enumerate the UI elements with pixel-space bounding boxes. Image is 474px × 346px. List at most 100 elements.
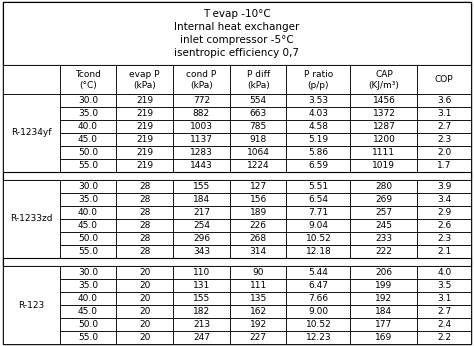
Text: 20: 20 xyxy=(139,333,150,342)
Text: evap P: evap P xyxy=(129,70,160,79)
Text: 2.0: 2.0 xyxy=(437,148,451,157)
Bar xyxy=(418,146,471,158)
Bar xyxy=(3,172,471,180)
Bar xyxy=(117,94,173,107)
Text: 169: 169 xyxy=(375,333,392,342)
Bar xyxy=(173,219,230,232)
Bar xyxy=(117,245,173,258)
Text: 2.1: 2.1 xyxy=(437,247,451,256)
Bar xyxy=(3,94,60,172)
Text: R-1233zd: R-1233zd xyxy=(10,215,53,224)
Bar xyxy=(230,331,286,344)
Text: 50.0: 50.0 xyxy=(78,148,98,157)
Text: 45.0: 45.0 xyxy=(78,221,98,230)
Text: 1.7: 1.7 xyxy=(437,161,451,170)
Text: 227: 227 xyxy=(250,333,267,342)
Text: 199: 199 xyxy=(375,281,392,290)
Bar xyxy=(173,245,230,258)
Text: 10.52: 10.52 xyxy=(306,320,331,329)
Bar xyxy=(173,331,230,344)
Bar xyxy=(230,318,286,331)
Bar xyxy=(230,305,286,318)
Bar xyxy=(286,133,350,146)
Bar xyxy=(350,158,418,172)
Text: 785: 785 xyxy=(249,122,267,131)
Bar xyxy=(350,331,418,344)
Text: (kPa): (kPa) xyxy=(247,81,270,90)
Bar xyxy=(350,279,418,292)
Text: 663: 663 xyxy=(249,109,267,118)
Bar xyxy=(286,318,350,331)
Text: 4.58: 4.58 xyxy=(309,122,328,131)
Bar xyxy=(117,65,173,94)
Text: 20: 20 xyxy=(139,268,150,277)
Text: 2.7: 2.7 xyxy=(437,307,451,316)
Bar xyxy=(350,193,418,206)
Bar xyxy=(230,146,286,158)
Text: 28: 28 xyxy=(139,234,150,243)
Bar xyxy=(173,180,230,193)
Bar xyxy=(230,158,286,172)
Bar xyxy=(117,292,173,305)
Text: 40.0: 40.0 xyxy=(78,122,98,131)
Text: 177: 177 xyxy=(375,320,392,329)
Text: 50.0: 50.0 xyxy=(78,320,98,329)
Text: 1137: 1137 xyxy=(190,135,213,144)
Text: 55.0: 55.0 xyxy=(78,333,98,342)
Text: 247: 247 xyxy=(193,333,210,342)
Text: 3.9: 3.9 xyxy=(437,182,451,191)
Bar xyxy=(350,305,418,318)
Bar xyxy=(60,292,117,305)
Bar xyxy=(117,305,173,318)
Text: (p/p): (p/p) xyxy=(308,81,329,90)
Bar xyxy=(350,107,418,120)
Text: 1443: 1443 xyxy=(190,161,213,170)
Text: 3.1: 3.1 xyxy=(437,294,451,303)
Bar xyxy=(3,180,60,258)
Text: 3.53: 3.53 xyxy=(309,96,328,105)
Text: 314: 314 xyxy=(250,247,267,256)
Text: 1224: 1224 xyxy=(247,161,269,170)
Bar xyxy=(418,193,471,206)
Text: 192: 192 xyxy=(375,294,392,303)
Bar xyxy=(230,120,286,133)
Text: 772: 772 xyxy=(193,96,210,105)
Text: 162: 162 xyxy=(250,307,267,316)
Bar xyxy=(60,266,117,279)
Text: 222: 222 xyxy=(375,247,392,256)
Text: 2.6: 2.6 xyxy=(437,221,451,230)
Text: (kPa): (kPa) xyxy=(133,81,156,90)
Text: 296: 296 xyxy=(193,234,210,243)
Text: 554: 554 xyxy=(250,96,267,105)
Text: 233: 233 xyxy=(375,234,392,243)
Bar xyxy=(117,279,173,292)
Bar xyxy=(418,318,471,331)
Text: 12.18: 12.18 xyxy=(306,247,331,256)
Bar xyxy=(418,180,471,193)
Text: 206: 206 xyxy=(375,268,392,277)
Text: 156: 156 xyxy=(249,195,267,204)
Bar xyxy=(350,266,418,279)
Bar xyxy=(418,206,471,219)
Bar xyxy=(60,146,117,158)
Bar xyxy=(286,94,350,107)
Text: 1003: 1003 xyxy=(190,122,213,131)
Bar xyxy=(418,94,471,107)
Text: 184: 184 xyxy=(375,307,392,316)
Bar xyxy=(418,219,471,232)
Text: 155: 155 xyxy=(193,294,210,303)
Text: 189: 189 xyxy=(249,208,267,217)
Text: CAP: CAP xyxy=(375,70,393,79)
Bar xyxy=(350,219,418,232)
Bar xyxy=(117,206,173,219)
Text: 3.1: 3.1 xyxy=(437,109,451,118)
Bar xyxy=(173,133,230,146)
Text: 4.0: 4.0 xyxy=(437,268,451,277)
Bar xyxy=(418,331,471,344)
Text: 35.0: 35.0 xyxy=(78,109,98,118)
Text: 30.0: 30.0 xyxy=(78,96,98,105)
Text: 131: 131 xyxy=(193,281,210,290)
Bar xyxy=(230,94,286,107)
Bar xyxy=(350,94,418,107)
Bar xyxy=(60,180,117,193)
